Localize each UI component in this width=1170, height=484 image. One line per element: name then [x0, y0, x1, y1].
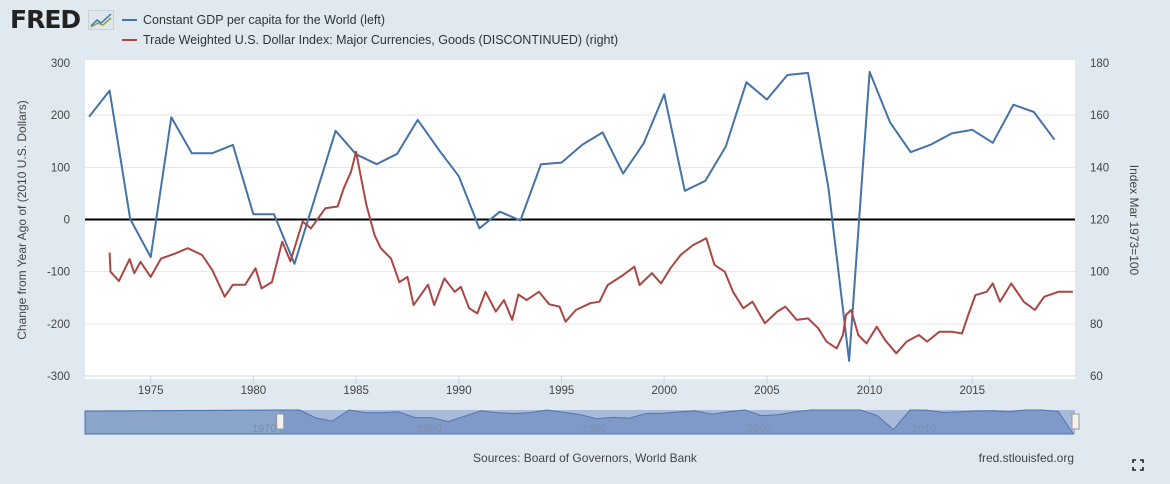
gridlines	[85, 114, 1075, 325]
fred-logo-graph-icon	[88, 10, 114, 30]
navigator-label: 1970	[252, 423, 276, 435]
y-right-tick-label: 80	[1090, 319, 1103, 331]
navigator-label: 1990	[582, 423, 606, 435]
navigator-handle-right[interactable]	[1071, 413, 1080, 430]
x-tick-label: 2010	[857, 385, 883, 397]
series-line-gdp[interactable]	[88, 70, 1056, 362]
y-left-tick-label: -100	[47, 267, 70, 279]
legend-label: Constant GDP per capita for the World (l…	[143, 13, 386, 27]
legend-swatch-blue	[122, 19, 137, 21]
series-group	[85, 70, 1075, 362]
navigator-label: 2000	[747, 423, 771, 435]
navigator[interactable]: 1970 1980 1990 2000 2010	[84, 409, 1080, 435]
fullscreen-icon[interactable]	[1132, 458, 1144, 471]
legend-label: Trade Weighted U.S. Dollar Index: Major …	[143, 33, 619, 47]
x-tick-label: 1985	[343, 385, 369, 397]
navigator-label: 2010	[912, 423, 936, 435]
fred-logo[interactable]: FRED	[10, 5, 81, 34]
y-left-tick-label: -300	[47, 371, 70, 383]
x-tick-label: 2005	[754, 385, 780, 397]
x-tick-label: 1980	[241, 385, 267, 397]
series-line-dollar-index[interactable]	[108, 150, 1073, 355]
legend-swatch-red	[122, 39, 137, 41]
x-tick-label: 1990	[446, 385, 472, 397]
site-link[interactable]: fred.stlouisfed.org	[978, 451, 1074, 465]
navigator-handle-left[interactable]	[276, 413, 285, 430]
y-left-tick-label: 300	[51, 58, 70, 70]
legend-item-gdp[interactable]: Constant GDP per capita for the World (l…	[122, 10, 618, 30]
x-tick-label: 2000	[651, 385, 677, 397]
sources-text: Sources: Board of Governors, World Bank	[473, 451, 697, 465]
x-tick-label: 1995	[549, 385, 575, 397]
y-right-tick-label: 120	[1090, 215, 1109, 227]
x-tick-label: 2015	[960, 385, 986, 397]
y-left-tick-label: 200	[51, 110, 70, 122]
navigator-label: 1980	[417, 423, 441, 435]
y-left-tick-label: -200	[47, 319, 70, 331]
y-right-tick-label: 100	[1090, 267, 1109, 279]
axes: 300 200 100 0 -100 -200 -300 180 160 140 120 100 80 6…	[15, 58, 1141, 397]
legend: Constant GDP per capita for the World (l…	[122, 10, 618, 50]
navigator-series	[84, 409, 1075, 435]
y-left-axis-title: Change from Year Ago of (2010 U.S. Dolla…	[15, 100, 29, 339]
y-left-tick-label: 0	[64, 215, 70, 227]
x-tick-label: 1975	[138, 385, 164, 397]
y-right-tick-label: 160	[1090, 110, 1109, 122]
y-right-tick-label: 140	[1090, 162, 1109, 174]
y-right-tick-label: 180	[1090, 58, 1109, 70]
y-left-tick-label: 100	[51, 162, 70, 174]
navigator-selection[interactable]	[279, 410, 1075, 434]
legend-item-dollar-index[interactable]: Trade Weighted U.S. Dollar Index: Major …	[122, 30, 618, 50]
y-right-tick-label: 60	[1090, 371, 1103, 383]
y-right-axis-title: Index Mar 1973=100	[1127, 165, 1141, 276]
